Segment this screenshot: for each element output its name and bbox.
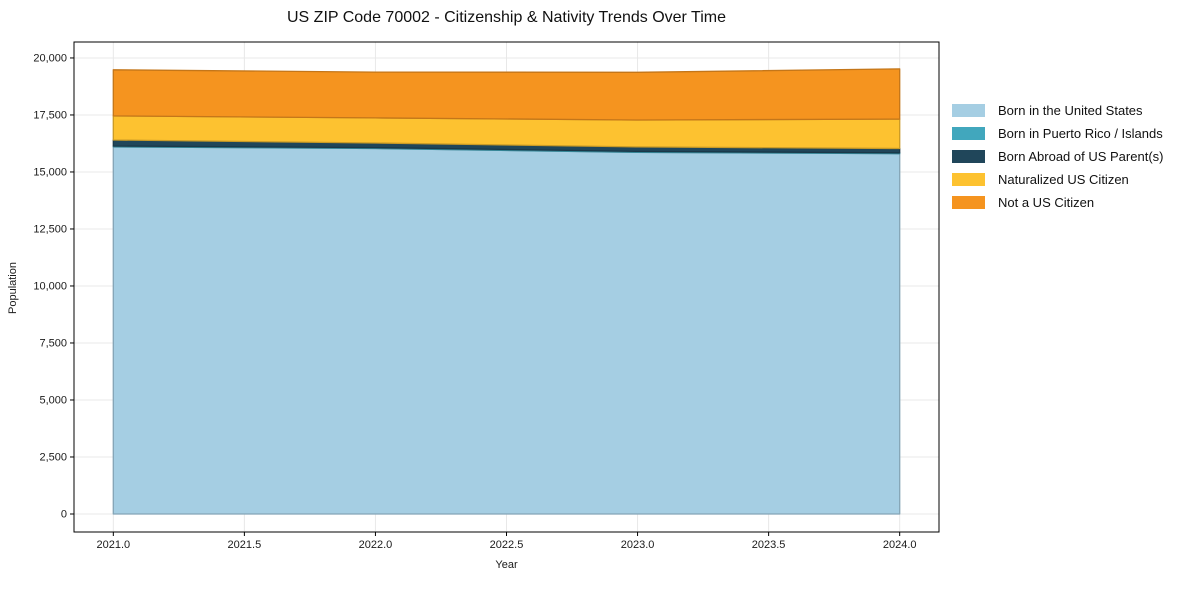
legend-item-2: Born Abroad of US Parent(s) xyxy=(952,148,1164,164)
y-tick-label: 7,500 xyxy=(39,337,67,349)
x-tick-label: 2021.0 xyxy=(96,539,130,551)
x-tick-label: 2023.0 xyxy=(621,539,655,551)
legend-swatch xyxy=(952,195,985,209)
legend-label: Not a US Citizen xyxy=(998,194,1095,210)
legend-swatch xyxy=(952,126,985,140)
y-tick-label: 5,000 xyxy=(39,394,67,406)
chart-title: US ZIP Code 70002 - Citizenship & Nativi… xyxy=(287,9,726,26)
legend-label: Born Abroad of US Parent(s) xyxy=(998,148,1164,164)
legend-item-0: Born in the United States xyxy=(952,102,1163,118)
y-tick-label: 20,000 xyxy=(33,52,67,64)
legend-label: Born in Puerto Rico / Islands xyxy=(998,125,1163,141)
legend-item-4: Not a US Citizen xyxy=(952,194,1163,210)
y-tick-label: 12,500 xyxy=(33,223,67,235)
legend-label: Naturalized US Citizen xyxy=(998,171,1129,187)
y-tick-label: 2,500 xyxy=(39,451,67,463)
legend-item-1: Born in Puerto Rico / Islands xyxy=(952,125,1163,141)
legend-swatch xyxy=(952,149,985,163)
legend-item-3: Naturalized US Citizen xyxy=(952,171,1163,187)
y-tick-label: 15,000 xyxy=(33,166,67,178)
x-tick-label: 2022.5 xyxy=(490,539,524,551)
legend-label: Born in the United States xyxy=(998,102,1143,118)
x-axis-label: Year xyxy=(495,559,518,571)
area-series-4 xyxy=(112,68,901,121)
area-series-0 xyxy=(112,146,901,515)
x-tick-label: 2023.5 xyxy=(752,539,786,551)
x-tick-label: 2021.5 xyxy=(228,539,262,551)
y-axis-label: Population xyxy=(7,262,19,314)
x-tick-label: 2024.0 xyxy=(883,539,917,551)
x-tick-label: 2022.0 xyxy=(359,539,393,551)
legend-swatch xyxy=(952,172,985,186)
y-tick-label: 10,000 xyxy=(33,280,67,292)
legend-swatch xyxy=(952,103,985,117)
y-tick-label: 0 xyxy=(61,508,67,520)
legend: Born in the United States Born in Puerto … xyxy=(952,103,1163,218)
y-tick-label: 17,500 xyxy=(33,109,67,121)
